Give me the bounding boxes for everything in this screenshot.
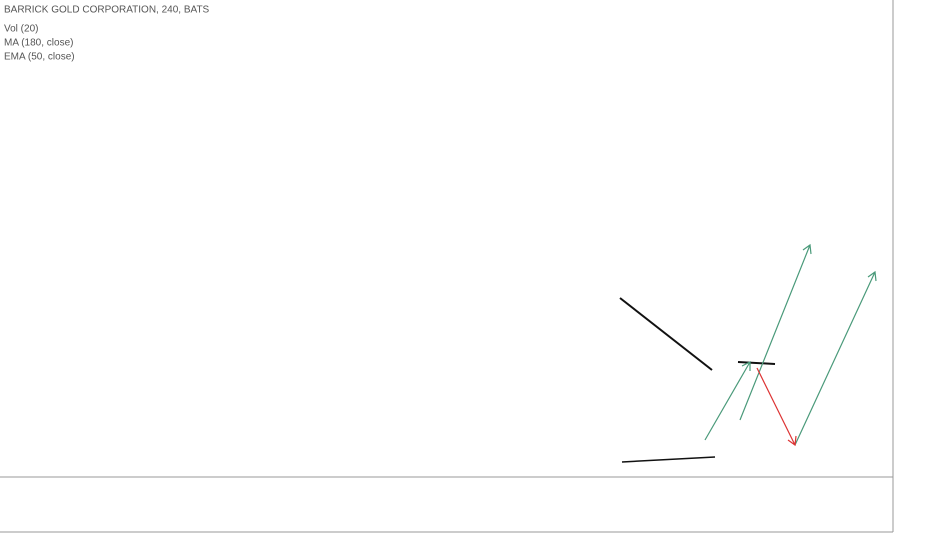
trend-line — [737, 361, 776, 365]
arrow — [794, 270, 877, 446]
drawings — [14, 74, 877, 471]
trend-line — [621, 456, 716, 463]
indicator-label: Vol (20) — [4, 24, 38, 35]
chart-title: BARRICK GOLD CORPORATION, 240, BATS — [4, 5, 210, 16]
arrow — [739, 243, 812, 421]
indicator-label: EMA (50, close) — [4, 52, 75, 63]
channel-line — [84, 189, 736, 471]
trend-line — [619, 297, 713, 371]
arrow — [704, 361, 751, 441]
arrow — [756, 367, 797, 447]
indicator-label: MA (180, close) — [4, 38, 73, 49]
